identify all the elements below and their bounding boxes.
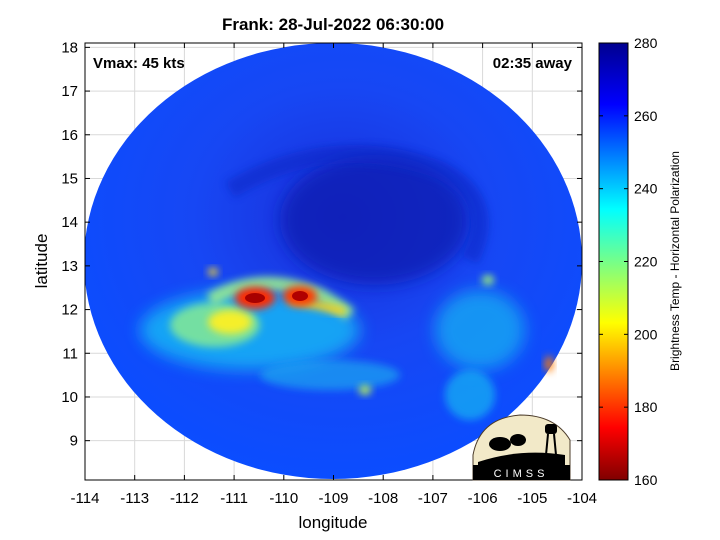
- x-tick-label: -109: [318, 490, 348, 507]
- y-axis-ticks: 9 10 11 12 13 14 15 16 17 18: [61, 39, 582, 450]
- x-axis-ticks: -114 -113 -112 -111 -110 -109 -108 -107 -106 -105…: [71, 43, 597, 507]
- x-tick-label: -106: [468, 490, 498, 507]
- cimss-logo: CIMSS: [472, 414, 571, 481]
- eye-region: [280, 155, 470, 285]
- cell-west: [208, 268, 218, 276]
- x-tick-label: -108: [368, 490, 398, 507]
- colorbar-tick-label: 280: [634, 35, 658, 51]
- colorbar-tick-label: 260: [634, 108, 658, 124]
- y-tick-label: 17: [61, 83, 78, 100]
- cold-core-west-center: [245, 293, 265, 303]
- cold-core-east-center: [292, 291, 308, 301]
- x-tick-label: -105: [517, 490, 547, 507]
- y-tick-label: 10: [61, 389, 78, 406]
- x-tick-label: -107: [418, 490, 448, 507]
- colorbar-ticks: 160 180 200 220 240 260 280: [599, 35, 658, 488]
- logo-text: CIMSS: [494, 468, 549, 480]
- x-tick-label: -113: [120, 490, 149, 507]
- vmax-annotation: Vmax: 45 kts: [93, 55, 185, 72]
- cell-east-yellow: [482, 275, 494, 285]
- y-tick-label: 9: [70, 433, 78, 450]
- y-tick-label: 18: [61, 39, 78, 56]
- y-tick-label: 16: [61, 127, 78, 144]
- chart-title: Frank: 28-Jul-2022 06:30:00: [222, 15, 444, 34]
- x-tick-label: -114: [71, 490, 100, 507]
- water-tower-icon: [545, 424, 557, 434]
- colorbar-label: Brightness Temp - Horizontal Polarizatio…: [668, 151, 682, 371]
- time-away-annotation: 02:35 away: [493, 55, 573, 72]
- colorbar-tick-label: 200: [634, 326, 658, 342]
- colorbar-tick-label: 240: [634, 181, 658, 197]
- colorbar-tick-label: 160: [634, 472, 658, 488]
- tower-leg: [545, 433, 549, 456]
- y-tick-label: 11: [62, 345, 78, 362]
- y-tick-label: 13: [61, 258, 78, 275]
- x-tick-label: -112: [170, 490, 199, 507]
- rain-band-right-2: [445, 370, 495, 420]
- dish-icon-2: [510, 434, 526, 446]
- spiral-band-dark: [225, 145, 489, 265]
- colorbar: [598, 42, 629, 481]
- colorbar-tick-label: 180: [634, 399, 658, 415]
- y-tick-label: 12: [61, 302, 78, 319]
- logo-banner: [473, 465, 570, 480]
- x-tick-label: -104: [567, 490, 597, 507]
- cell-east-red: [545, 356, 553, 372]
- y-axis-label: latitude: [32, 234, 51, 289]
- dish-icon: [489, 437, 511, 451]
- rain-band-right: [435, 290, 525, 370]
- rain-band-cyan-2: [260, 360, 400, 390]
- tower-leg: [553, 433, 557, 456]
- swath: [85, 43, 582, 479]
- x-tick-label: -111: [220, 490, 248, 507]
- y-tick-label: 15: [61, 170, 78, 187]
- logo-ground: [478, 452, 565, 465]
- x-tick-label: -110: [269, 490, 298, 507]
- rain-band-yellow: [208, 310, 252, 334]
- cell-south: [359, 385, 371, 395]
- y-tick-label: 14: [61, 214, 78, 231]
- colorbar-tick-label: 220: [634, 254, 658, 270]
- x-axis-label: longitude: [298, 513, 367, 532]
